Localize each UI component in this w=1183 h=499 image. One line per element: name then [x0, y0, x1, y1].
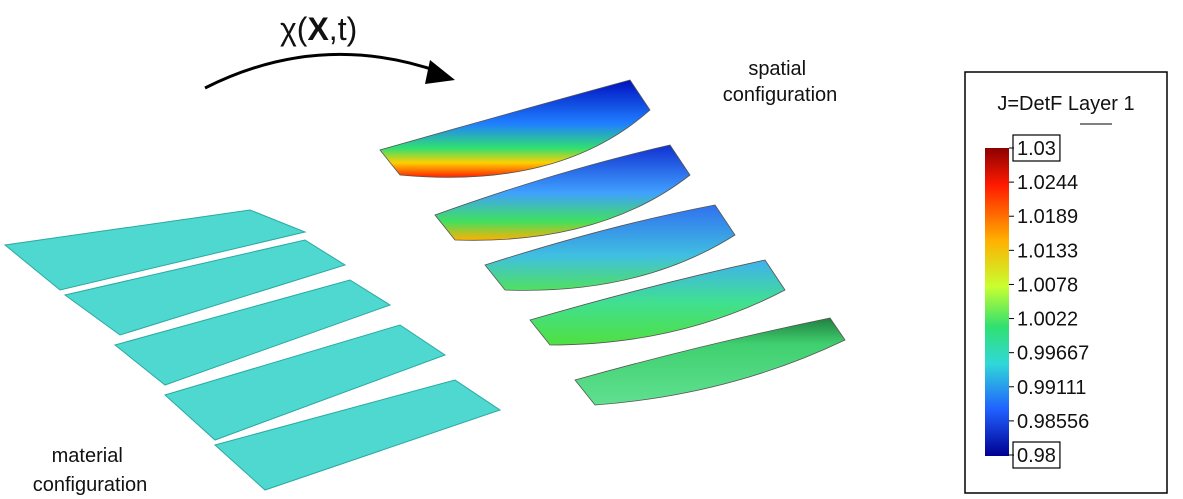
label-line: material — [52, 445, 123, 467]
legend-title: J=DetF Layer 1 — [997, 93, 1134, 115]
legend-label: 1.0078 — [1017, 274, 1078, 296]
legend-label: 1.03 — [1017, 138, 1056, 160]
arrow-head — [425, 60, 455, 84]
label-line: configuration — [723, 84, 838, 106]
mapping-prefix: χ( — [280, 11, 308, 47]
spatial-label: spatial configuration — [723, 58, 838, 106]
legend-label: 1.0133 — [1017, 240, 1078, 262]
legend-label: 0.99111 — [1017, 377, 1086, 399]
legend-label: 1.0244 — [1017, 172, 1078, 194]
figure: χ(X,t) spatial configuration material co… — [0, 0, 1183, 499]
material-label: material configuration — [33, 445, 148, 496]
colorbar — [985, 148, 1009, 456]
legend-label: 0.98 — [1017, 445, 1056, 467]
label-line: spatial — [748, 58, 806, 80]
mapping-label: χ(X,t) — [280, 11, 357, 47]
mapping-suffix: ,t) — [329, 11, 357, 47]
legend-label: 0.98556 — [1017, 411, 1089, 433]
spatial-strips — [380, 80, 845, 405]
legend-label: 1.0022 — [1017, 309, 1078, 331]
label-line: configuration — [33, 474, 148, 496]
mapping-variable: X — [307, 11, 329, 47]
legend: J=DetF Layer 1 1.03 1.0244 1.0189 1.0133 1.0… — [965, 72, 1167, 493]
legend-label: 1.0189 — [1017, 206, 1078, 228]
legend-label: 0.99667 — [1017, 343, 1089, 365]
mapping-arrow — [205, 54, 440, 88]
